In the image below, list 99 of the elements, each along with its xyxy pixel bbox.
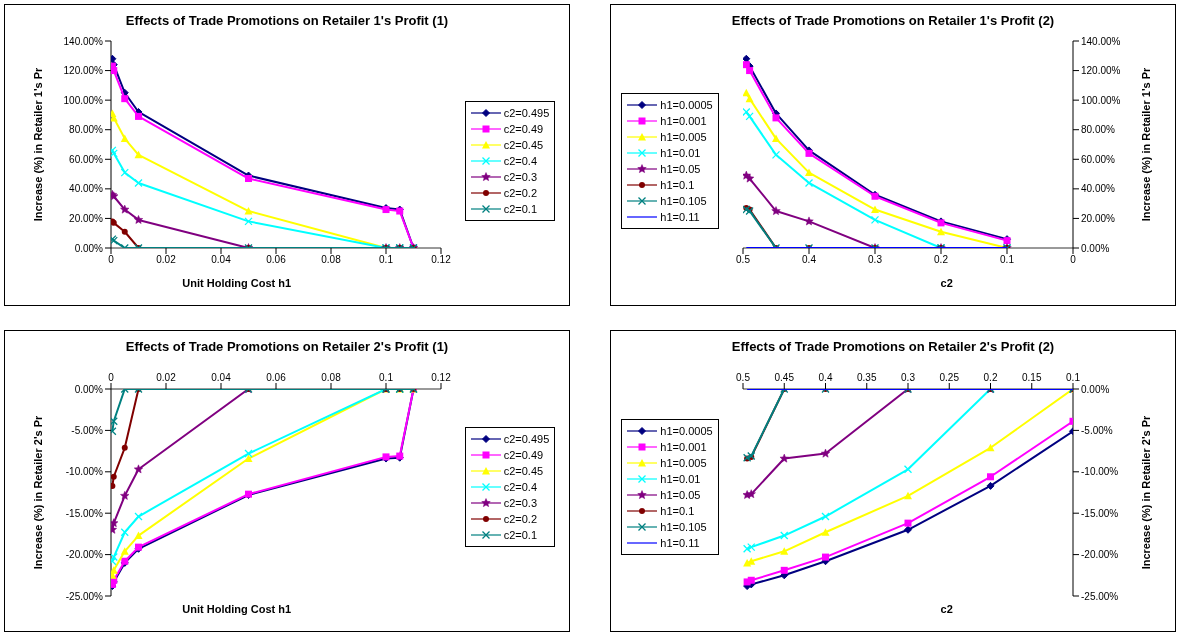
y-axis-title: Increase (%) in Retailer 2's Pr	[31, 414, 44, 570]
y2-axis-title: Increase (%) in Retailer 2's Pr	[1139, 414, 1152, 570]
legend-label: h1=0.05	[660, 163, 701, 175]
legend-label: c2=0.495	[503, 107, 550, 119]
chart-title: Effects of Trade Promotions on Retailer 1's Profit (2)	[730, 13, 1056, 30]
y2-tick-label: 20.00%	[1080, 212, 1115, 224]
y2-tick-label: 0.00%	[1080, 242, 1110, 254]
x-axis-title: Unit Holding Cost h1	[181, 603, 293, 615]
legend-label: h1=0.05	[660, 489, 701, 501]
x-tick-label: 0.2	[933, 254, 949, 266]
x-tick-label: 0.4	[818, 372, 833, 383]
x-tick-label: 0	[107, 254, 114, 266]
y2-axis-title: Increase (%) in Retailer 1's Pr	[1139, 66, 1152, 222]
y-tick-label: 0.00%	[74, 383, 103, 395]
legend-label: h1=0.1	[660, 179, 695, 191]
y2-tick-label: 140.00%	[1080, 35, 1121, 47]
x-tick-label: 0.08	[320, 372, 341, 383]
legend-label: h1=0.001	[660, 115, 707, 127]
legend-label: h1=0.11	[660, 211, 700, 223]
legend-label: h1=0.1	[660, 505, 695, 517]
x-tick-label: 0.04	[210, 254, 231, 266]
x-tick-label: 0.3	[900, 372, 916, 383]
y2-tick-label: 40.00%	[1080, 183, 1115, 195]
x-tick-label: 0.1	[378, 372, 394, 383]
x-tick-label: 0.12	[430, 254, 451, 266]
legend-label: c2=0.1	[503, 203, 538, 215]
x-tick-label: 0.2	[983, 372, 998, 383]
y-tick-label: 40.00%	[68, 183, 103, 195]
y-tick-label: -5.00%	[71, 424, 103, 436]
legend-label: c2=0.3	[503, 497, 538, 509]
x-tick-label: 0.02	[155, 372, 176, 383]
x-tick-label: 0.45	[774, 372, 795, 383]
y2-tick-label: -10.00%	[1080, 466, 1119, 478]
legend-label: c2=0.4	[503, 481, 538, 493]
y2-tick-label: -5.00%	[1080, 424, 1113, 436]
legend-label: h1=0.01	[660, 473, 701, 485]
x-tick-label: 0.06	[265, 372, 286, 383]
x-axis-title: c2	[939, 603, 954, 615]
x-tick-label: 0.1	[999, 254, 1015, 266]
legend-label: h1=0.105	[660, 195, 707, 207]
y-tick-label: 20.00%	[68, 212, 103, 224]
y2-tick-label: 100.00%	[1080, 94, 1121, 106]
legend-label: h1=0.005	[660, 131, 707, 143]
y2-tick-label: 120.00%	[1080, 65, 1121, 77]
legend-label: c2=0.45	[503, 465, 544, 477]
y-tick-label: 120.00%	[63, 65, 103, 77]
y-tick-label: -10.00%	[65, 466, 103, 478]
chart-title: Effects of Trade Promotions on Retailer 2's Profit (1)	[124, 339, 450, 356]
y-tick-label: -20.00%	[65, 549, 103, 561]
legend-label: c2=0.45	[503, 139, 544, 151]
x-tick-label: 0.3	[867, 254, 883, 266]
chart-title: Effects of Trade Promotions on Retailer 1's Profit (1)	[124, 13, 450, 30]
x-tick-label: 0.1	[1065, 372, 1081, 383]
x-tick-label: 0.08	[320, 254, 341, 266]
chart-title: Effects of Trade Promotions on Retailer 2's Profit (2)	[730, 339, 1056, 356]
legend-label: h1=0.01	[660, 147, 701, 159]
x-tick-label: 0.35	[856, 372, 877, 383]
legend-label: c2=0.49	[503, 449, 544, 461]
y2-tick-label: 0.00%	[1080, 383, 1110, 395]
y2-tick-label: 80.00%	[1080, 124, 1115, 136]
legend-label: c2=0.49	[503, 123, 544, 135]
legend-label: h1=0.001	[660, 441, 707, 453]
x-tick-label: 0	[107, 372, 114, 383]
y-tick-label: 100.00%	[63, 94, 103, 106]
legend-label: h1=0.0005	[660, 99, 713, 111]
x-tick-label: 0.1	[378, 254, 394, 266]
y-tick-label: -25.00%	[65, 590, 103, 602]
legend-label: c2=0.495	[503, 433, 550, 445]
x-tick-label: 0.4	[801, 254, 817, 266]
x-tick-label: 0.5	[735, 254, 751, 266]
x-axis-title: Unit Holding Cost h1	[181, 277, 293, 289]
y2-tick-label: -25.00%	[1080, 590, 1119, 602]
y2-tick-label: 60.00%	[1080, 153, 1115, 165]
y-tick-label: 60.00%	[68, 153, 103, 165]
x-tick-label: 0.5	[735, 372, 751, 383]
y2-tick-label: -20.00%	[1080, 549, 1119, 561]
y-tick-label: 0.00%	[74, 242, 103, 254]
y-tick-label: 80.00%	[68, 124, 103, 136]
legend-label: c2=0.3	[503, 171, 538, 183]
y-tick-label: 140.00%	[63, 35, 103, 47]
x-tick-label: 0.06	[265, 254, 286, 266]
x-tick-label: 0.15	[1021, 372, 1042, 383]
legend-label: h1=0.11	[660, 537, 700, 549]
x-tick-label: 0	[1069, 254, 1076, 266]
legend-label: c2=0.4	[503, 155, 538, 167]
x-axis-title: c2	[939, 277, 954, 289]
x-tick-label: 0.25	[939, 372, 960, 383]
legend-label: h1=0.005	[660, 457, 707, 469]
x-tick-label: 0.12	[430, 372, 451, 383]
legend-label: h1=0.0005	[660, 425, 713, 437]
x-tick-label: 0.04	[210, 372, 231, 383]
y-tick-label: -15.00%	[65, 507, 103, 519]
y2-tick-label: -15.00%	[1080, 507, 1119, 519]
legend-label: c2=0.2	[503, 513, 538, 525]
legend-label: h1=0.105	[660, 521, 707, 533]
legend-label: c2=0.2	[503, 187, 538, 199]
x-tick-label: 0.02	[155, 254, 176, 266]
y-axis-title: Increase (%) in Retailer 1's Pr	[31, 66, 44, 222]
legend-label: c2=0.1	[503, 529, 538, 541]
